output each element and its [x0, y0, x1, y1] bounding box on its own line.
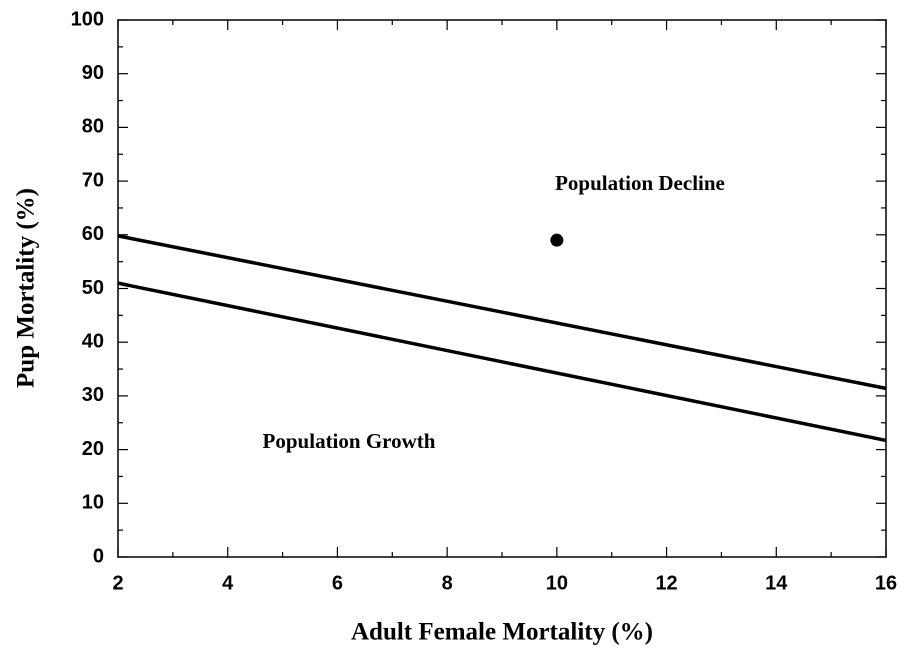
y-tick-label: 90 [82, 62, 104, 84]
x-tick-label: 6 [332, 572, 343, 594]
y-tick-label: 30 [82, 384, 104, 406]
y-tick-label: 20 [82, 438, 104, 460]
line-series [117, 234, 887, 391]
y-tick-label: 50 [82, 277, 104, 299]
y-tick-label: 100 [71, 8, 104, 30]
x-tick-label: 2 [112, 572, 123, 594]
x-tick-label: 16 [875, 572, 897, 594]
y-tick-label: 70 [82, 169, 104, 191]
y-axis-title: Pup Mortality (%) [13, 188, 40, 388]
x-tick-label: 8 [442, 572, 453, 594]
x-axis-title: Adult Female Mortality (%) [351, 619, 653, 646]
x-tick-label: 10 [546, 572, 568, 594]
line-series [117, 281, 887, 443]
y-tick-label: 40 [82, 330, 104, 352]
y-tick-label: 10 [82, 492, 104, 514]
annotation: Population Growth [263, 429, 436, 453]
y-tick-label: 60 [82, 223, 104, 245]
y-tick-label: 0 [93, 545, 104, 567]
x-tick-label: 14 [765, 572, 788, 594]
x-tick-label: 4 [222, 572, 234, 594]
data-point [550, 233, 564, 247]
x-tick-label: 12 [655, 572, 677, 594]
plot-frame [117, 19, 887, 558]
y-tick-label: 80 [82, 116, 104, 138]
annotation: Population Decline [555, 171, 725, 195]
